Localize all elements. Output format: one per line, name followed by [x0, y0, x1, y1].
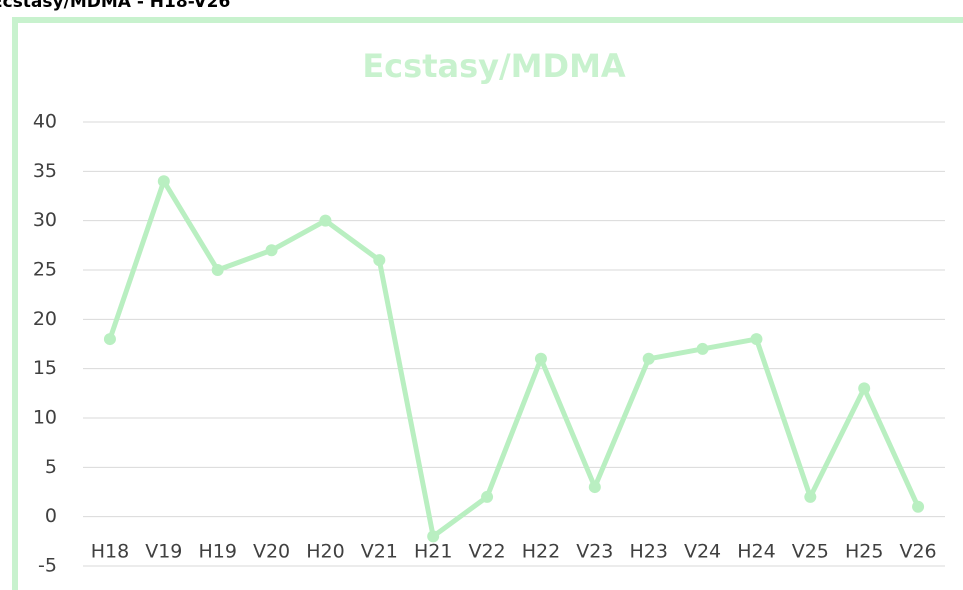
point [319, 214, 332, 227]
y-tick-label: 20 [33, 308, 57, 330]
point [642, 352, 655, 365]
y-tick-label: 5 [45, 456, 57, 478]
point [588, 481, 601, 494]
point [157, 175, 170, 188]
y-tick-label: 10 [33, 407, 57, 429]
x-tick-label: H25 [845, 541, 883, 563]
x-tick-label: H18 [91, 541, 129, 563]
x-tick-label: V23 [576, 541, 613, 563]
y-tick-label: -5 [38, 555, 57, 577]
point [912, 500, 925, 513]
y-tick-label: 40 [33, 111, 57, 133]
panel-border [12, 17, 963, 590]
point [103, 333, 116, 346]
point [534, 352, 547, 365]
point [481, 490, 494, 503]
y-tick-label: 35 [33, 160, 57, 182]
point [211, 264, 224, 276]
x-tick-label: H24 [737, 541, 775, 563]
x-tick-label: H22 [522, 541, 560, 563]
x-tick-label: V26 [899, 541, 936, 563]
x-tick-label: H21 [414, 541, 452, 563]
y-tick-label: 30 [33, 209, 57, 231]
line [107, 178, 921, 539]
page-title: Ecstasy/MDMA - H18-V26 [0, 0, 230, 12]
point [373, 254, 386, 267]
chart-title: Ecstasy/MDMA [362, 47, 626, 85]
x-tick-label: H20 [306, 541, 344, 563]
y-tick-label: 15 [33, 357, 57, 379]
point [858, 382, 871, 395]
x-tick-label: V22 [468, 541, 505, 563]
y-tick-label: 25 [33, 259, 57, 281]
x-tick-label: H19 [198, 541, 236, 563]
y-tick-label: 0 [45, 505, 57, 527]
x-tick-label: V24 [684, 541, 721, 563]
x-tick-label: H23 [629, 541, 667, 563]
point [750, 333, 763, 346]
x-tick-label: V19 [145, 541, 182, 563]
point [696, 342, 709, 355]
point [427, 530, 440, 543]
x-tick-label: V21 [361, 541, 398, 563]
x-tick-label: V25 [792, 541, 829, 563]
point [265, 244, 278, 257]
point [804, 490, 817, 503]
x-tick-label: V20 [253, 541, 290, 563]
